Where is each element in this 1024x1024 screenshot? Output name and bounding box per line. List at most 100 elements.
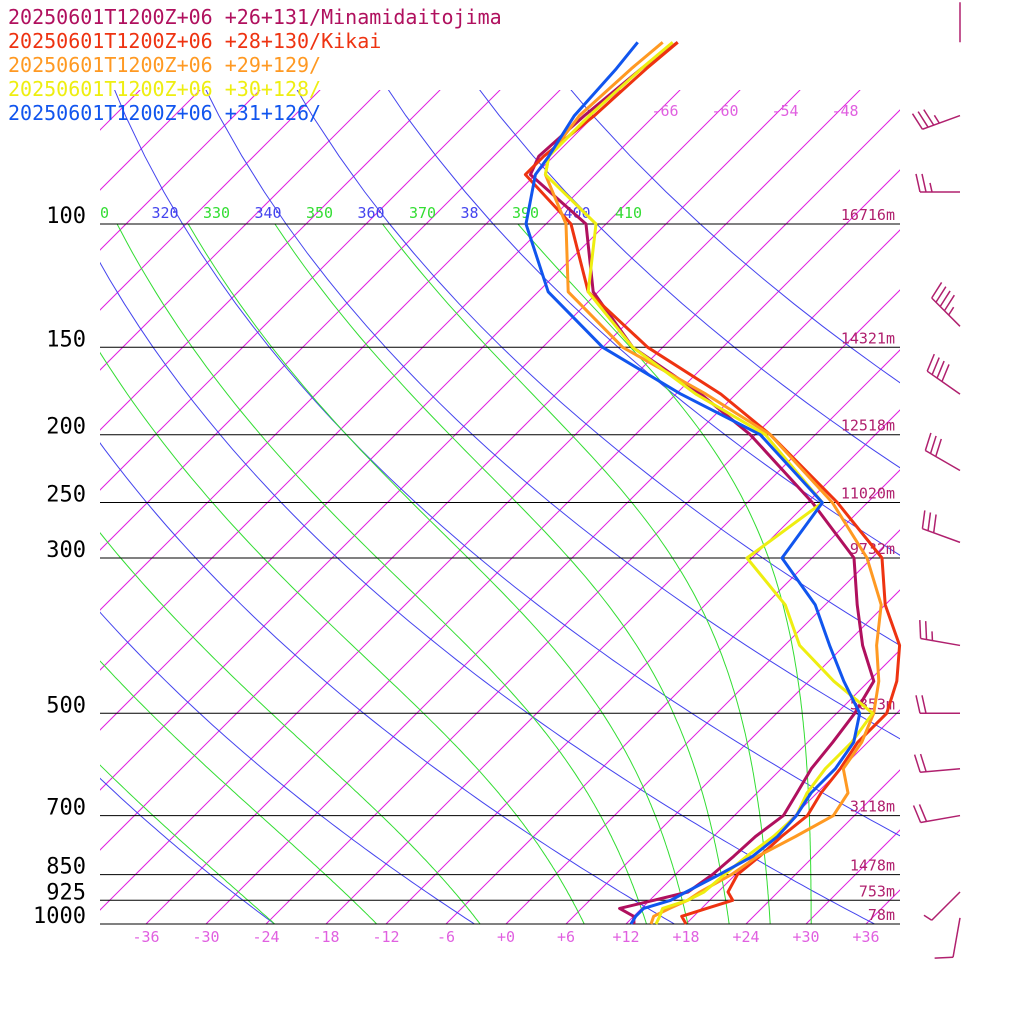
pressure-label: 1000 [33,904,86,929]
pressure-label: 150 [46,327,86,352]
temperature-tick-label: +36 [852,928,879,946]
isotherm-line [505,529,900,924]
barb-staff [931,891,961,921]
isotherm-line [445,469,900,924]
barb-flag [924,621,928,640]
pressure-label: 700 [46,796,86,821]
theta-label: 370 [409,204,436,222]
pressure-label: 850 [46,855,86,880]
theta-label: 330 [203,204,230,222]
barb-staff [952,917,961,958]
series-line-5 [524,41,862,925]
wind-barb [913,753,961,773]
theta-label: 320 [152,204,179,222]
height-label: 3118m [850,798,895,816]
wind-barb [911,109,961,130]
barb-flag [913,754,921,773]
temperature-tick-label: +24 [732,928,759,946]
isotherm-line [100,90,681,671]
isotherm-line [100,90,141,131]
moist-adiabat [100,660,378,924]
isotherm-line [805,829,900,924]
isotherm-line [625,649,900,924]
isotherm-line [0,0,105,924]
isotherm-line [565,589,900,924]
pressure-label: 500 [46,693,86,718]
temperature-tick-label: -6 [437,928,455,946]
isotherm-line [685,709,900,924]
temperature-tick-labels: -36 -30 -24 -18 -12 -6 +0 +6 +12 +18 +24 +30 +36 [132,928,879,946]
dry-adiabat [114,90,900,837]
upper-temperature-labels: -66 -60 -54 -48 [651,102,858,120]
barb-flag [929,435,937,454]
dry-adiabat [100,777,276,924]
isotherm-line [0,0,45,924]
barb-flag [931,282,943,299]
height-label: 1478m [850,857,895,875]
upper-temperature-label: -48 [831,102,858,120]
dry-adiabat [100,261,876,924]
height-label: 753m [859,882,895,900]
isotherm-lines [0,0,1024,924]
theta-label: 410 [615,204,642,222]
barb-flag [926,353,935,372]
isotherm-line [100,90,321,311]
isotherm-line [926,0,1024,924]
isotherm-line [100,90,441,431]
barb-flag [923,109,935,126]
upper-temperature-label: -54 [771,102,798,120]
theta-label: 360 [358,204,385,222]
moist-adiabat [100,351,585,924]
series-line-4 [543,41,875,925]
legend-entry: 20250601T1200Z+06 +28+130/Kikai [8,29,381,53]
series-line-2 [523,41,902,925]
dry-adiabat [387,90,900,556]
barb-flag [921,510,926,529]
dry-adiabat-lines [100,90,900,924]
barb-flag [936,360,945,379]
barb-flag [943,294,955,312]
barb-flag [915,695,921,714]
barb-flag [932,514,937,533]
pressure-label: 300 [46,538,86,563]
dry-adiabat [205,90,900,740]
moist-adiabat [517,223,812,924]
legend-entry: 20250601T1200Z+06 +30+128/ [8,77,321,101]
isotherm-line [100,90,561,551]
isotherm-line [205,229,900,924]
height-label: 12518m [841,417,895,435]
wind-barbs [911,2,961,959]
moist-adiabat [100,764,276,924]
moist-adiabat [274,223,730,924]
isotherm-line [100,90,381,371]
theta-label: 390 [512,204,539,222]
moist-adiabat [187,223,689,924]
upper-temperature-label: -66 [651,102,678,120]
wind-barb [921,510,961,544]
barb-flag [917,111,929,128]
height-label: 11020m [841,485,895,503]
wind-barb [926,353,961,395]
theta-label: 350 [306,204,333,222]
isotherm-line [0,0,165,924]
barb-flag [921,173,927,193]
height-label: 14321m [841,329,895,347]
barb-half-flag [923,914,933,921]
barb-staff [920,814,961,824]
dry-adiabat [100,442,676,924]
isotherm-line [100,90,861,851]
pressure-label: 250 [46,483,86,508]
temperature-tick-label: +0 [497,928,515,946]
dry-adiabat [100,611,476,924]
barb-flag [918,804,928,822]
moist-adiabat [382,223,771,924]
barb-staff [922,528,961,544]
barb-half-flag [929,182,933,193]
barb-flag [927,512,932,531]
moist-adiabat [100,532,481,924]
moist-adiabat-lines [100,223,812,924]
wind-barb [934,917,961,959]
wind-barb [923,891,961,921]
wind-barb [919,620,961,647]
